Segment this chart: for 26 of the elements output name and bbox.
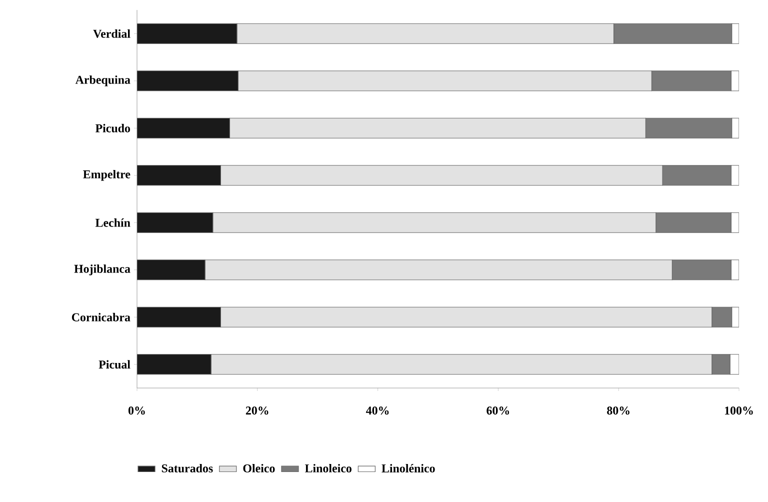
x-tick-label: 100% xyxy=(725,406,753,415)
x-tick-label: 20% xyxy=(246,406,268,415)
y-tick-label: Hojiblanca xyxy=(74,264,130,276)
x-tick-label: 40% xyxy=(366,406,389,415)
bar xyxy=(137,165,221,186)
x-tick-label: 60% xyxy=(486,406,510,415)
legend-label: Saturados xyxy=(162,464,213,472)
legend-label: Oleico xyxy=(243,464,275,472)
bar xyxy=(137,70,238,92)
y-tick-label: Picual xyxy=(98,360,130,369)
y-tick-label: Picudo xyxy=(95,124,130,132)
y-tick-label: Verdial xyxy=(93,29,130,38)
y-tick-label: Cornicabra xyxy=(72,312,130,322)
x-tick-label: 80% xyxy=(607,406,630,415)
legend-label: Linolénico xyxy=(382,464,435,472)
bar xyxy=(137,212,214,233)
bar xyxy=(137,260,206,280)
bar xyxy=(137,23,238,44)
legend-label: Linoleico xyxy=(304,464,352,472)
bar xyxy=(137,306,221,328)
x-tick-label: 0% xyxy=(128,406,145,415)
bar xyxy=(137,118,230,138)
y-tick-label: Lechín xyxy=(95,218,130,227)
y-tick-label: Arbequina xyxy=(75,75,130,86)
bar xyxy=(137,354,212,375)
y-tick-label: Empeltre xyxy=(83,170,130,181)
